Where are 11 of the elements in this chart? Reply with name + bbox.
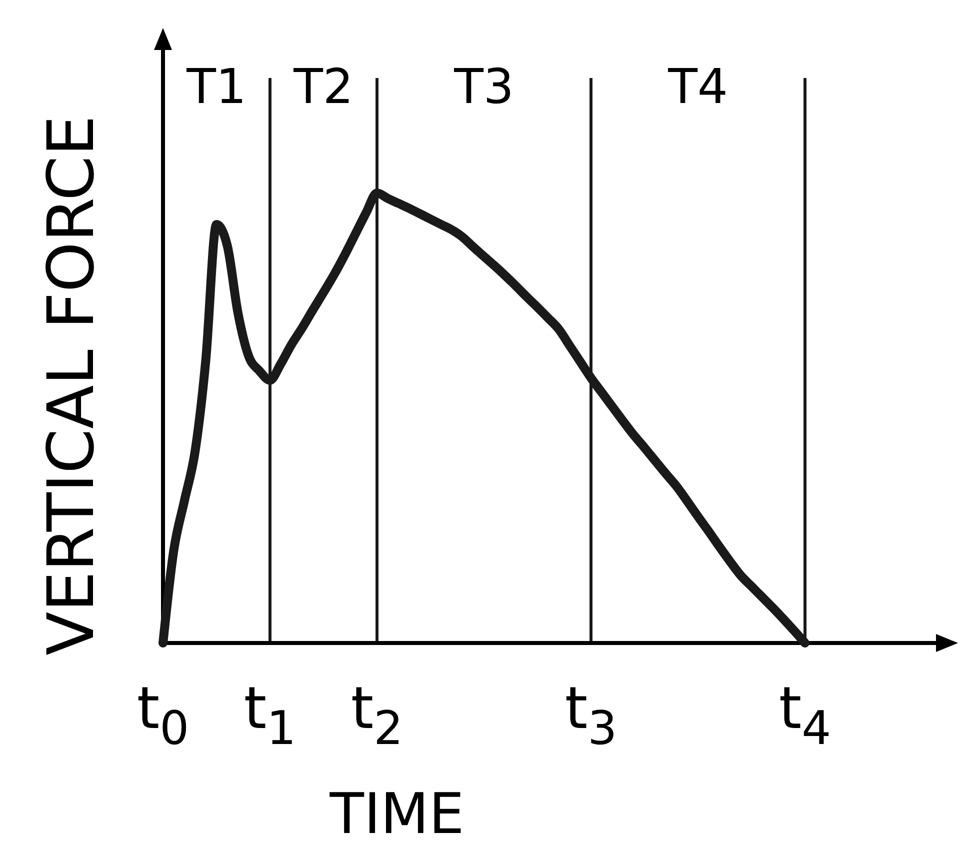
text: T1 [186,59,246,115]
text: T3 [453,59,514,115]
x-tick-label: t$_{0}$ [136,674,190,756]
x-tick-label: t$_{1}$ [244,674,296,756]
x-tick-label: t$_{4}$ [778,674,832,756]
y-axis-title: VERTICAL FORCE [35,115,109,656]
x-tick-label: t$_{2}$ [350,674,404,756]
text: T2 [292,59,354,115]
text: T4 [667,59,728,115]
x-axis-title: TIME [328,782,464,847]
x-tick-label: t$_{3}$ [564,674,618,756]
